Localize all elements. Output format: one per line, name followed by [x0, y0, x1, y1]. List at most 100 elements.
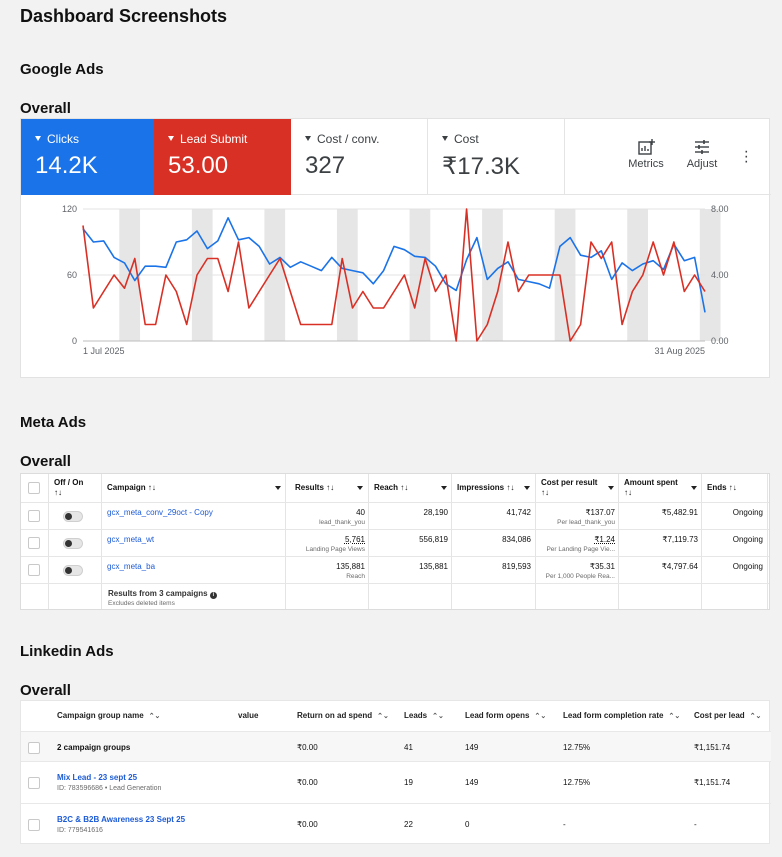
meta-overall-heading: Overall [20, 453, 71, 470]
clicks-tile[interactable]: Clicks 14.2K [21, 119, 154, 195]
header-lead-form-completion-rate[interactable]: Lead form completion rate ⌃⌄ [563, 711, 681, 720]
left-axis-tick-label: 120 [62, 204, 77, 214]
impressions-value: 834,086 [502, 535, 531, 544]
info-icon[interactable]: i [209, 592, 217, 599]
roas-value: ₹0.00 [297, 778, 318, 787]
footer-title: Results from 3 campaigns i [108, 589, 217, 599]
results-type: Landing Page Views [305, 546, 365, 553]
row-checkbox[interactable] [28, 777, 40, 789]
x-axis-end-label: 31 Aug 2025 [654, 346, 705, 356]
header-ends[interactable]: Ends ↑↓ [707, 483, 737, 492]
completion-rate-value: - [563, 820, 566, 829]
select-all-checkbox[interactable] [28, 742, 40, 754]
table-footer: Results from 3 campaigns i Excludes dele… [21, 583, 769, 609]
meta-ads-heading: Meta Ads [20, 414, 87, 431]
column-divider [767, 474, 768, 609]
campaign-group-link[interactable]: B2C & B2B Awareness 23 Sept 25 [57, 815, 186, 824]
header-value[interactable]: value [238, 711, 259, 720]
cost-per-conv-tile[interactable]: Cost / conv. 327 [291, 119, 428, 195]
lead-submit-label: Lead Submit [180, 132, 248, 146]
campaign-link[interactable]: gcx_meta_conv_29oct - Copy [107, 508, 213, 517]
header-amount-spent[interactable]: Amount spent ↑↓ [624, 478, 678, 497]
campaign-group-meta: ID: 783596686 • Lead Generation [57, 785, 162, 792]
opens-value: 149 [465, 778, 479, 787]
more-options-icon[interactable]: · · · [743, 143, 749, 170]
lead-submit-tile[interactable]: Lead Submit 53.00 [154, 119, 291, 195]
linkedin-overall-heading: Overall [20, 682, 71, 699]
impressions-value: 41,742 [506, 508, 531, 517]
table-row[interactable]: Mix Lead - 23 sept 25 ID: 783596686 • Le… [21, 761, 771, 803]
chart-series [82, 208, 706, 342]
total-leads: 41 [404, 743, 413, 752]
header-off-on[interactable]: Off / On ↑↓ [54, 478, 84, 497]
header-cost-per-result[interactable]: Cost per result ↑↓ [541, 478, 598, 497]
header-cost-per-lead[interactable]: Cost per lead ⌃⌄ [694, 711, 762, 720]
clicks-label: Clicks [47, 132, 79, 146]
dropdown-triangle-icon [168, 136, 174, 141]
sort-icon: ⌃⌄ [749, 713, 762, 720]
table-row[interactable]: gcx_meta_wt 5,761 Landing Page Views 556… [21, 529, 769, 556]
amount-spent-value: ₹4,797.64 [661, 562, 698, 571]
footer-subtitle: Excludes deleted items [108, 600, 175, 607]
total-groups-label: 2 campaign groups [57, 743, 131, 752]
opens-value: 0 [465, 820, 470, 829]
table-row[interactable]: gcx_meta_ba 135,881 Reach 135,881 819,59… [21, 556, 769, 583]
row-checkbox[interactable] [28, 537, 40, 549]
linkedin-ads-heading: Linkedin Ads [20, 643, 114, 660]
header-lead-form-opens[interactable]: Lead form opens ⌃⌄ [465, 711, 547, 720]
adjust-button[interactable]: Adjust [677, 139, 727, 170]
sort-icon: ⌃⌄ [377, 713, 389, 720]
results-value: 5,761 [344, 535, 365, 544]
campaign-toggle[interactable] [63, 511, 83, 522]
cost-per-result-value: ₹1.24 [594, 535, 615, 544]
cost-tile[interactable]: Cost ₹17.3K [428, 119, 565, 195]
dropdown-triangle-icon [442, 136, 448, 141]
campaign-group-link[interactable]: Mix Lead - 23 sept 25 [57, 773, 138, 782]
weekend-band [699, 209, 721, 341]
table-row[interactable]: B2C & B2B Awareness 23 Sept 25 ID: 77954… [21, 803, 771, 845]
column-divider [368, 474, 369, 609]
row-checkbox[interactable] [28, 510, 40, 522]
campaign-toggle[interactable] [63, 565, 83, 576]
cost-per-result-dropdown-icon[interactable] [608, 486, 614, 490]
totals-row: 2 campaign groups ₹0.00 41 149 12.75% ₹1… [21, 731, 771, 761]
column-divider [535, 474, 536, 609]
cost-per-lead-value: ₹1,151.74 [694, 778, 731, 787]
results-dropdown-icon[interactable] [357, 486, 363, 490]
header-impressions[interactable]: Impressions ↑↓ [457, 483, 515, 492]
cost-per-conv-label: Cost / conv. [317, 132, 380, 146]
metrics-button[interactable]: Metrics [621, 139, 671, 170]
total-opens: 149 [465, 743, 479, 752]
right-axis-tick-label: 4.00 [711, 270, 729, 280]
header-reach[interactable]: Reach ↑↓ [374, 483, 409, 492]
campaign-dropdown-icon[interactable] [275, 486, 281, 490]
total-roas: ₹0.00 [297, 743, 318, 752]
header-campaign[interactable]: Campaign ↑↓ [107, 483, 156, 492]
row-checkbox[interactable] [28, 564, 40, 576]
ends-value: Ongoing [732, 508, 763, 517]
total-completion-rate: 12.75% [563, 743, 591, 752]
campaign-toggle[interactable] [63, 538, 83, 549]
table-row[interactable]: gcx_meta_conv_29oct - Copy 40 lead_thank… [21, 502, 769, 529]
amount-spent-dropdown-icon[interactable] [691, 486, 697, 490]
cost-label: Cost [454, 132, 479, 146]
row-checkbox[interactable] [28, 819, 40, 831]
cost-per-result-value: ₹35.31 [589, 562, 615, 571]
reach-dropdown-icon[interactable] [441, 486, 447, 490]
left-axis-tick-label: 60 [67, 270, 77, 280]
campaign-link[interactable]: gcx_meta_wt [107, 535, 155, 544]
select-all-checkbox[interactable] [28, 482, 40, 494]
results-type: Reach [346, 573, 365, 580]
clicks-series-line [82, 216, 706, 313]
right-axis-tick-label: 0.00 [711, 336, 729, 346]
header-leads[interactable]: Leads ⌃⌄ [404, 711, 444, 720]
header-results[interactable]: Results ↑↓ [295, 483, 335, 492]
dropdown-triangle-icon [35, 136, 41, 141]
campaign-group-meta: ID: 779541616 [57, 827, 103, 834]
impressions-dropdown-icon[interactable] [524, 486, 530, 490]
chart-gridlines [83, 208, 705, 342]
header-campaign-group-name[interactable]: Campaign group name ⌃⌄ [57, 711, 161, 720]
header-return-on-ad-spend[interactable]: Return on ad spend ⌃⌄ [297, 711, 389, 720]
campaign-link[interactable]: gcx_meta_ba [107, 562, 156, 571]
lead-submit-value: 53.00 [168, 152, 229, 179]
